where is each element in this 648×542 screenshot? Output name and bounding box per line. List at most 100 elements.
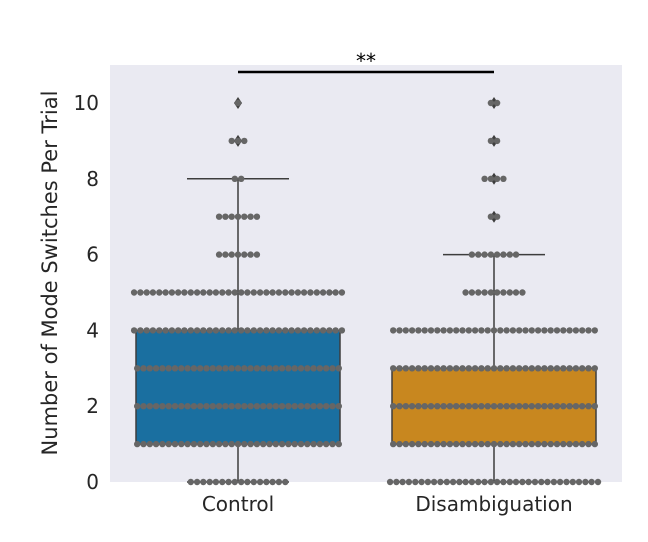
swarm-point bbox=[203, 365, 210, 372]
swarm-point bbox=[310, 403, 317, 410]
swarm-point bbox=[528, 440, 535, 448]
swarm-point bbox=[500, 289, 507, 296]
swarm-point bbox=[260, 365, 267, 372]
swarm-point bbox=[222, 365, 229, 372]
swarm-point bbox=[190, 365, 198, 372]
swarm-point bbox=[544, 478, 551, 486]
swarm-point bbox=[319, 289, 327, 296]
x-tick-label: Disambiguation bbox=[415, 492, 572, 516]
swarm-point bbox=[193, 327, 201, 334]
swarm-point bbox=[490, 403, 498, 410]
swarm-point bbox=[434, 327, 441, 334]
swarm-point bbox=[487, 289, 495, 296]
swarm-point bbox=[434, 365, 441, 372]
swarm-point bbox=[231, 289, 238, 296]
swarm-point bbox=[234, 365, 242, 372]
swarm-point bbox=[579, 440, 586, 448]
swarm-point bbox=[156, 289, 163, 296]
swarm-point bbox=[415, 327, 422, 334]
swarm-point bbox=[547, 327, 554, 334]
swarm-point bbox=[481, 251, 488, 258]
swarm-point bbox=[566, 365, 573, 372]
swarm-point bbox=[193, 289, 201, 296]
swarm-point bbox=[453, 327, 460, 334]
swarm-point bbox=[275, 327, 283, 334]
swarm-point bbox=[225, 289, 232, 296]
swarm-point bbox=[335, 403, 342, 410]
swarm-point bbox=[493, 175, 501, 182]
swarm-point bbox=[506, 478, 513, 486]
swarm-point bbox=[534, 327, 542, 334]
swarm-point bbox=[553, 440, 561, 448]
swarm-point bbox=[329, 403, 336, 410]
swarm-point bbox=[206, 289, 213, 296]
swarm-point bbox=[493, 478, 501, 486]
swarm-point bbox=[503, 365, 510, 372]
swarm-point bbox=[256, 289, 264, 296]
swarm-point bbox=[297, 365, 305, 372]
swarm-point bbox=[187, 478, 194, 486]
swarm-point bbox=[231, 175, 238, 182]
swarm-point bbox=[453, 440, 460, 448]
swarm-point bbox=[471, 365, 479, 372]
swarm-point bbox=[493, 213, 501, 220]
swarm-point bbox=[159, 365, 166, 372]
swarm-point bbox=[459, 327, 466, 334]
swarm-point bbox=[497, 440, 504, 448]
y-tick-label: 10 bbox=[74, 91, 99, 115]
swarm-point bbox=[430, 478, 438, 486]
swarm-point bbox=[140, 403, 147, 410]
swarm-point bbox=[263, 327, 270, 334]
swarm-point bbox=[137, 327, 144, 334]
swarm-point bbox=[266, 365, 273, 372]
iqr-box bbox=[135, 329, 341, 445]
swarm-point bbox=[471, 327, 479, 334]
swarm-point bbox=[446, 440, 454, 448]
swarm-point bbox=[487, 137, 495, 145]
swarm-point bbox=[234, 213, 242, 220]
swarm-point bbox=[278, 365, 286, 372]
swarm-point bbox=[427, 403, 435, 410]
swarm-point bbox=[238, 478, 245, 486]
swarm-point bbox=[506, 251, 513, 258]
swarm-point bbox=[272, 365, 279, 372]
swarm-point bbox=[484, 327, 491, 334]
swarm-point bbox=[566, 403, 573, 410]
swarm-point bbox=[427, 440, 435, 448]
swarm-point bbox=[415, 440, 422, 448]
swarm-point bbox=[434, 403, 441, 410]
swarm-point bbox=[553, 327, 561, 334]
swarm-point bbox=[269, 478, 276, 486]
swarm-point bbox=[437, 478, 444, 486]
swarm-point bbox=[585, 365, 592, 372]
swarm-point bbox=[244, 478, 251, 486]
swarm-layer bbox=[130, 99, 602, 486]
swarm-point bbox=[234, 137, 242, 145]
swarm-point bbox=[512, 289, 520, 296]
swarm-point bbox=[566, 327, 573, 334]
swarm-point bbox=[446, 365, 454, 372]
swarm-point bbox=[468, 251, 476, 258]
swarm-point bbox=[579, 403, 586, 410]
swarm-point bbox=[178, 403, 185, 410]
swarm-point bbox=[241, 365, 248, 372]
swarm-point bbox=[481, 478, 488, 486]
swarm-point bbox=[247, 251, 254, 258]
swarm-point bbox=[215, 365, 223, 372]
swarm-point bbox=[459, 440, 466, 448]
swarm-point bbox=[459, 365, 466, 372]
swarm-point bbox=[190, 403, 198, 410]
swarm-point bbox=[152, 403, 160, 410]
swarm-point bbox=[456, 478, 463, 486]
swarm-point bbox=[241, 403, 248, 410]
swarm-point bbox=[509, 365, 517, 372]
swarm-point bbox=[143, 327, 150, 334]
swarm-point bbox=[297, 440, 305, 448]
swarm-point bbox=[171, 440, 179, 448]
y-ticks: 0 2 4 6 8 10 bbox=[74, 91, 99, 494]
swarm-point bbox=[215, 440, 223, 448]
swarm-point bbox=[594, 478, 602, 486]
swarm-point bbox=[541, 440, 548, 448]
swarm-point bbox=[260, 403, 267, 410]
swarm-point bbox=[556, 478, 564, 486]
